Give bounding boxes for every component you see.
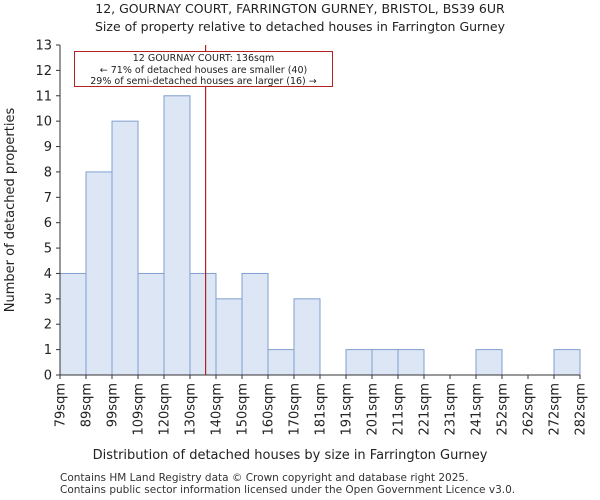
x-tick-label: 130sqm [184, 383, 199, 436]
x-tick-label: 272sqm [548, 383, 563, 436]
y-tick-label: 8 [44, 165, 52, 180]
x-tick-label: 282sqm [574, 383, 589, 436]
x-axis-label: Distribution of detached houses by size … [93, 448, 488, 463]
bar [371, 349, 399, 376]
annotation-line-1: 12 GOURNAY COURT: 136sqm [132, 53, 275, 64]
footer-copyright: Contains HM Land Registry data © Crown c… [60, 472, 469, 484]
y-tick-label: 1 [44, 343, 52, 358]
annotation-box: 12 GOURNAY COURT: 136sqm ← 71% of detach… [74, 51, 333, 87]
x-tick-label: 89sqm [80, 383, 95, 427]
x-tick-label: 150sqm [236, 383, 251, 436]
bar [475, 349, 503, 376]
y-tick-label: 2 [44, 318, 52, 333]
footer-licence: Contains public sector information licen… [60, 484, 516, 496]
x-tick-label: 241sqm [470, 383, 485, 436]
x-tick-label: 99sqm [106, 383, 121, 427]
bar [163, 95, 191, 376]
x-tick-label: 160sqm [262, 383, 277, 436]
x-tick-label: 79sqm [54, 383, 69, 427]
bar [397, 349, 425, 376]
y-tick-label: 3 [44, 292, 52, 307]
bar [215, 298, 243, 376]
chart-subtitle: Size of property relative to detached ho… [95, 19, 505, 34]
bar [189, 272, 217, 376]
annotation-line-3: 29% of semi-detached houses are larger (… [90, 76, 317, 87]
bar [137, 272, 165, 376]
bar [111, 120, 139, 376]
y-tick-label: 7 [44, 191, 52, 206]
y-tick-label: 12 [35, 64, 52, 79]
chart-title: 12, GOURNAY COURT, FARRINGTON GURNEY, BR… [95, 1, 505, 16]
x-tick-label: 221sqm [418, 383, 433, 436]
y-tick-label: 9 [44, 140, 52, 155]
x-tick-label: 262sqm [522, 383, 537, 436]
x-tick-label: 181sqm [314, 383, 329, 436]
x-tick-label: 170sqm [288, 383, 303, 436]
bar [267, 349, 295, 376]
x-tick-label: 140sqm [210, 383, 225, 436]
y-tick-label: 6 [44, 216, 52, 231]
x-tick-label: 191sqm [340, 383, 355, 436]
bar [59, 272, 87, 376]
y-tick-label: 0 [44, 369, 52, 384]
bar [345, 349, 373, 376]
x-tick-label: 252sqm [496, 383, 511, 436]
bar [85, 171, 113, 376]
x-tick-label: 201sqm [366, 383, 381, 436]
x-tick-label: 211sqm [392, 383, 407, 436]
bar [241, 272, 269, 376]
y-tick-label: 13 [35, 39, 52, 54]
bar [293, 298, 321, 376]
y-axis-label: Number of detached properties [3, 108, 18, 313]
y-tick-label: 11 [35, 89, 52, 104]
y-tick-label: 4 [44, 267, 52, 282]
bar [553, 349, 581, 376]
x-tick-label: 231sqm [444, 383, 459, 436]
y-tick-label: 5 [44, 242, 52, 257]
y-tick-label: 10 [35, 115, 52, 130]
x-tick-label: 120sqm [158, 383, 173, 436]
annotation-line-2: ← 71% of detached houses are smaller (40… [99, 64, 308, 76]
x-tick-label: 109sqm [132, 383, 147, 436]
